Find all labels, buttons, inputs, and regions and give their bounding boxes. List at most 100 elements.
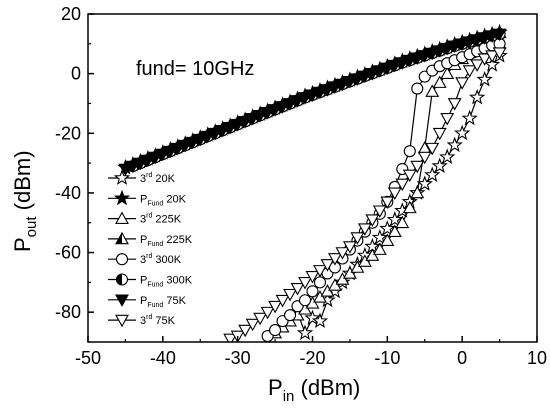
data-point-3rd-75k — [268, 300, 283, 314]
ticks-layer: -50 -40 -30 -20 -10 0 10 -80 -60 -40 -20 0 20 — [55, 4, 547, 368]
series-pfund-75k — [118, 28, 507, 177]
legend-label-pfund-300k: PFund 300K — [140, 275, 193, 289]
data-point-pfund-75k — [133, 157, 148, 171]
data-point-3rd-225k — [372, 242, 387, 255]
data-point-pfund-75k — [193, 133, 208, 147]
data-point-3rd-75k — [335, 247, 350, 260]
data-point-3rd-75k — [238, 324, 253, 338]
data-point-3rd-225k — [357, 254, 372, 267]
data-point-pfund-75k — [328, 81, 342, 94]
data-point-3rd-20k — [483, 56, 501, 72]
data-point-pfund-75k — [253, 110, 268, 123]
data-point-pfund-75k — [298, 92, 312, 105]
x-axis-title-main: P — [268, 375, 283, 400]
data-point-3rd-225k — [350, 260, 365, 273]
data-point-3rd-75k — [447, 98, 462, 111]
data-point-pfund-75k — [320, 84, 335, 97]
data-point-pfund-75k — [268, 104, 283, 117]
data-point-3rd-75k — [298, 277, 312, 290]
data-point-3rd-225k — [328, 278, 342, 291]
legend-item-pfund-75k: PFund 75K — [108, 294, 187, 309]
data-point-3rd-300k — [298, 294, 312, 307]
data-point-pfund-75k — [283, 98, 297, 111]
data-point-pfund-75k — [342, 76, 357, 89]
data-point-3rd-20k — [461, 109, 478, 126]
y-tick-label: 20 — [61, 4, 81, 24]
legend-item-3rd-300k: 3rd 300K — [108, 253, 182, 266]
data-point-pfund-75k — [357, 70, 372, 84]
data-point-3rd-225k — [380, 233, 395, 246]
x-tick-label: 10 — [527, 348, 547, 368]
data-point-pfund-75k — [245, 113, 260, 126]
data-point-3rd-20k — [311, 312, 329, 329]
data-point-3rd-300k — [283, 309, 297, 322]
legend-item-3rd-20k: 3rd 20K — [108, 169, 176, 185]
data-point-3rd-20k — [439, 148, 456, 165]
data-point-pfund-75k — [260, 107, 275, 120]
data-point-pfund-75k — [208, 127, 223, 141]
y-tick-label: -80 — [55, 302, 81, 322]
x-tick-label: 0 — [457, 348, 467, 368]
legend-label-3rd-225k: 3rd 225K — [140, 213, 182, 226]
data-point-pfund-75k — [230, 118, 245, 132]
data-point-pfund-75k — [365, 67, 380, 81]
data-point-pfund-75k — [425, 47, 440, 61]
annotation-fund: fund= 10GHz — [136, 58, 254, 80]
data-point-pfund-75k — [163, 145, 178, 159]
legend-marker-pfund-225k — [115, 231, 129, 245]
data-point-pfund-75k — [395, 57, 410, 70]
series-line-3rd-300k — [267, 43, 500, 337]
data-point-pfund-75k — [125, 160, 140, 174]
y-axis-title-main: P — [10, 237, 35, 252]
legend: 3rd 20K PFund 20K 3rd 225K PFund 225K 3rd 30… — [108, 169, 193, 328]
legend-label-pfund-20k: PFund 20K — [140, 193, 187, 207]
data-point-3rd-75k — [320, 259, 335, 272]
data-point-3rd-225k — [432, 75, 447, 88]
data-point-3rd-20k — [304, 309, 321, 326]
data-point-3rd-225k — [320, 284, 335, 297]
series-3rd-300k — [261, 37, 506, 342]
data-point-3rd-75k — [245, 318, 260, 332]
data-point-3rd-20k — [446, 136, 463, 153]
data-point-3rd-75k — [395, 178, 410, 192]
x-tick-label: -50 — [75, 348, 101, 368]
data-point-pfund-75k — [335, 78, 350, 92]
data-point-3rd-75k — [313, 265, 327, 278]
data-point-3rd-75k — [290, 282, 305, 296]
y-tick-label: -60 — [55, 243, 81, 263]
data-point-pfund-75k — [313, 86, 327, 100]
legend-item-3rd-75k: 3rd 75K — [108, 314, 176, 328]
data-point-3rd-225k — [410, 185, 425, 199]
data-point-3rd-75k — [275, 294, 290, 308]
data-point-3rd-300k — [269, 324, 282, 337]
x-axis-title-rest: (dBm) — [294, 375, 360, 400]
data-point-3rd-75k — [410, 160, 425, 174]
data-point-3rd-20k — [468, 88, 486, 105]
data-point-pfund-75k — [492, 28, 507, 42]
data-point-pfund-75k — [148, 151, 163, 165]
data-point-3rd-20k — [431, 157, 448, 174]
x-axis-title: Pin (dBm) — [268, 375, 360, 405]
data-point-3rd-75k — [365, 214, 380, 227]
legend-label-3rd-300k: 3rd 300K — [140, 253, 182, 266]
legend-item-pfund-225k: PFund 225K — [108, 231, 193, 248]
data-point-3rd-75k — [417, 151, 432, 165]
legend-marker-3rd-20k — [113, 169, 131, 185]
data-point-pfund-75k — [140, 154, 155, 168]
data-point-3rd-75k — [492, 47, 507, 60]
data-point-pfund-75k — [215, 124, 230, 138]
data-point-3rd-300k — [411, 82, 424, 95]
data-point-pfund-75k — [417, 50, 432, 63]
data-point-3rd-75k — [223, 333, 238, 342]
data-point-3rd-75k — [305, 271, 320, 284]
data-point-3rd-300k — [306, 285, 319, 298]
data-point-pfund-75k — [155, 148, 170, 162]
legend-marker-pfund-75k — [115, 294, 129, 307]
x-axis-title-sub: in — [283, 388, 295, 405]
data-point-3rd-75k — [470, 59, 485, 72]
data-point-3rd-75k — [342, 241, 357, 254]
data-point-3rd-225k — [440, 66, 455, 79]
series-line-3rd-75k — [229, 52, 500, 340]
y-axis-title-sub: out — [23, 216, 40, 238]
